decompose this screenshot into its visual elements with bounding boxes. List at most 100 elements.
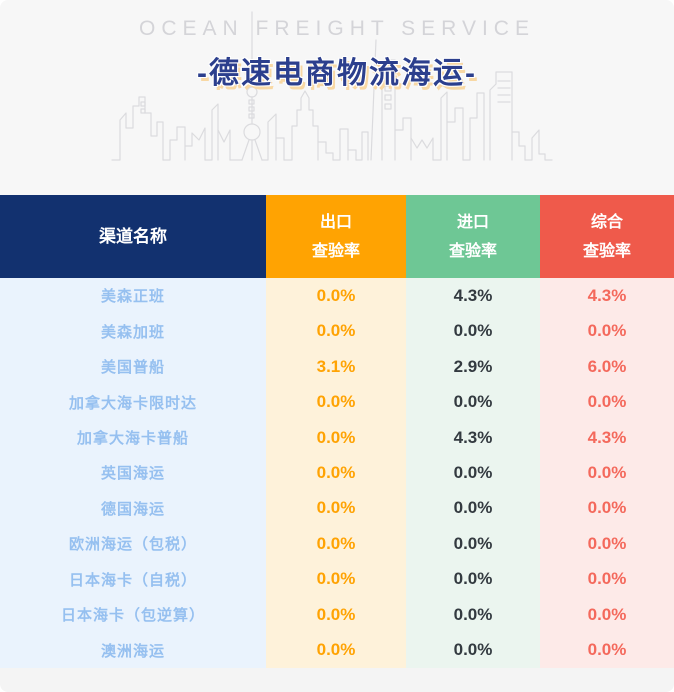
overall-rate-value: 4.3% xyxy=(587,285,627,305)
overall-rate-value: 4.3% xyxy=(587,427,627,447)
header-import-rate: 进口 查验率 xyxy=(406,195,540,278)
import-rate-value: 0.0% xyxy=(453,604,493,624)
header-import-line1: 进口 xyxy=(456,213,489,231)
header-export-line1: 出口 xyxy=(319,213,352,231)
table-row: 加拿大海卡限时达 0.0% 0.0% 0.0% xyxy=(0,384,674,420)
channel-name-cell: 加拿大海卡普船 xyxy=(0,419,266,456)
import-rate-cell: 4.3% xyxy=(406,419,540,456)
header-channel-name: 渠道名称 xyxy=(0,195,266,278)
overall-rate-cell: 0.0% xyxy=(540,384,674,420)
overall-rate-value: 0.0% xyxy=(587,604,627,624)
table-row: 英国海运 0.0% 0.0% 0.0% xyxy=(0,455,674,491)
export-rate-value: 3.1% xyxy=(316,356,356,376)
overall-rate-value: 0.0% xyxy=(587,640,627,660)
export-rate-value: 0.0% xyxy=(316,533,356,553)
channel-name: 欧洲海运（包税） xyxy=(68,536,197,554)
channel-name: 澳洲海运 xyxy=(100,642,165,660)
export-rate-value: 0.0% xyxy=(316,498,356,518)
channel-name: 日本海卡（自税） xyxy=(68,571,197,589)
import-rate-cell: 0.0% xyxy=(406,455,540,491)
import-rate-value: 0.0% xyxy=(453,640,493,660)
import-rate-value: 0.0% xyxy=(453,462,493,482)
header-overall-line1: 综合 xyxy=(590,213,623,231)
table-row: 美森正班 0.0% 4.3% 4.3% xyxy=(0,278,674,314)
export-rate-value: 0.0% xyxy=(316,392,356,412)
import-rate-value: 2.9% xyxy=(453,356,493,376)
channel-name: 日本海卡（包逆算） xyxy=(60,607,205,625)
import-rate-cell: 0.0% xyxy=(406,490,540,527)
overall-rate-cell: 0.0% xyxy=(540,313,674,349)
export-rate-value: 0.0% xyxy=(316,285,356,305)
table-row: 日本海卡（自税） 0.0% 0.0% 0.0% xyxy=(0,561,674,598)
import-rate-cell: 4.3% xyxy=(406,278,540,314)
channel-name: 英国海运 xyxy=(100,465,165,483)
overall-rate-cell: 4.3% xyxy=(540,419,674,456)
banner-title: -德速电商物流海运- xyxy=(197,57,477,90)
table-row: 美森加班 0.0% 0.0% 0.0% xyxy=(0,313,674,349)
import-rate-cell: 0.0% xyxy=(406,384,540,420)
header-import-line2: 查验率 xyxy=(448,242,497,260)
channel-name-cell: 美森加班 xyxy=(0,313,266,349)
export-rate-cell: 0.0% xyxy=(266,597,406,633)
import-rate-cell: 0.0% xyxy=(406,313,540,349)
channel-name: 加拿大海卡普船 xyxy=(76,430,189,448)
import-rate-cell: 0.0% xyxy=(406,597,540,633)
export-rate-value: 0.0% xyxy=(316,321,356,341)
table-row: 欧洲海运（包税） 0.0% 0.0% 0.0% xyxy=(0,526,674,562)
header-export-line2: 查验率 xyxy=(311,242,360,260)
channel-name-cell: 美森正班 xyxy=(0,278,266,314)
export-rate-value: 0.0% xyxy=(316,640,356,660)
overall-rate-cell: 0.0% xyxy=(540,455,674,491)
export-rate-cell: 0.0% xyxy=(266,490,406,527)
overall-rate-cell: 0.0% xyxy=(540,490,674,527)
channel-name: 加拿大海卡限时达 xyxy=(68,394,197,412)
import-rate-value: 4.3% xyxy=(453,427,493,447)
import-rate-value: 0.0% xyxy=(453,498,493,518)
overall-rate-value: 0.0% xyxy=(587,321,627,341)
table-body: 美森正班 0.0% 4.3% 4.3% 美森加班 0.0% 0.0% 0.0% … xyxy=(0,278,674,668)
channel-name: 美森加班 xyxy=(100,323,165,341)
overall-rate-value: 0.0% xyxy=(587,533,627,553)
overall-rate-cell: 0.0% xyxy=(540,526,674,562)
import-rate-value: 0.0% xyxy=(453,569,493,589)
import-rate-value: 0.0% xyxy=(453,321,493,341)
import-rate-value: 0.0% xyxy=(453,392,493,412)
export-rate-value: 0.0% xyxy=(316,569,356,589)
overall-rate-value: 0.0% xyxy=(587,569,627,589)
export-rate-cell: 0.0% xyxy=(266,455,406,491)
import-rate-cell: 0.0% xyxy=(406,632,540,668)
footer-strip xyxy=(0,668,674,692)
channel-name: 德国海运 xyxy=(100,500,165,518)
table-row: 美国普船 3.1% 2.9% 6.0% xyxy=(0,348,674,385)
overall-rate-value: 0.0% xyxy=(587,392,627,412)
export-rate-cell: 0.0% xyxy=(266,526,406,562)
table-row: 澳洲海运 0.0% 0.0% 0.0% xyxy=(0,632,674,668)
header-channel-label: 渠道名称 xyxy=(99,227,167,246)
import-rate-value: 0.0% xyxy=(453,533,493,553)
overall-rate-cell: 0.0% xyxy=(540,561,674,598)
channel-name-cell: 澳洲海运 xyxy=(0,632,266,668)
export-rate-cell: 0.0% xyxy=(266,419,406,456)
table-row: 德国海运 0.0% 0.0% 0.0% xyxy=(0,490,674,527)
table-row: 日本海卡（包逆算） 0.0% 0.0% 0.0% xyxy=(0,597,674,633)
overall-rate-cell: 0.0% xyxy=(540,632,674,668)
import-rate-value: 4.3% xyxy=(453,285,493,305)
export-rate-cell: 0.0% xyxy=(266,313,406,349)
overall-rate-value: 0.0% xyxy=(587,498,627,518)
channel-name-cell: 英国海运 xyxy=(0,455,266,491)
export-rate-value: 0.0% xyxy=(316,462,356,482)
channel-name: 美森正班 xyxy=(100,288,165,306)
header-overall-rate: 综合 查验率 xyxy=(540,195,674,278)
import-rate-cell: 0.0% xyxy=(406,561,540,598)
banner: OCEAN FREIGHT SERVICE -德速电商物流海运- xyxy=(0,0,674,195)
header-overall-line2: 查验率 xyxy=(582,242,631,260)
overall-rate-cell: 0.0% xyxy=(540,597,674,633)
export-rate-value: 0.0% xyxy=(316,604,356,624)
overall-rate-value: 0.0% xyxy=(587,462,627,482)
channel-name-cell: 美国普船 xyxy=(0,348,266,385)
export-rate-cell: 0.0% xyxy=(266,278,406,314)
city-skyline-illustration xyxy=(111,11,553,161)
overall-rate-cell: 4.3% xyxy=(540,278,674,314)
table-row: 加拿大海卡普船 0.0% 4.3% 4.3% xyxy=(0,419,674,456)
